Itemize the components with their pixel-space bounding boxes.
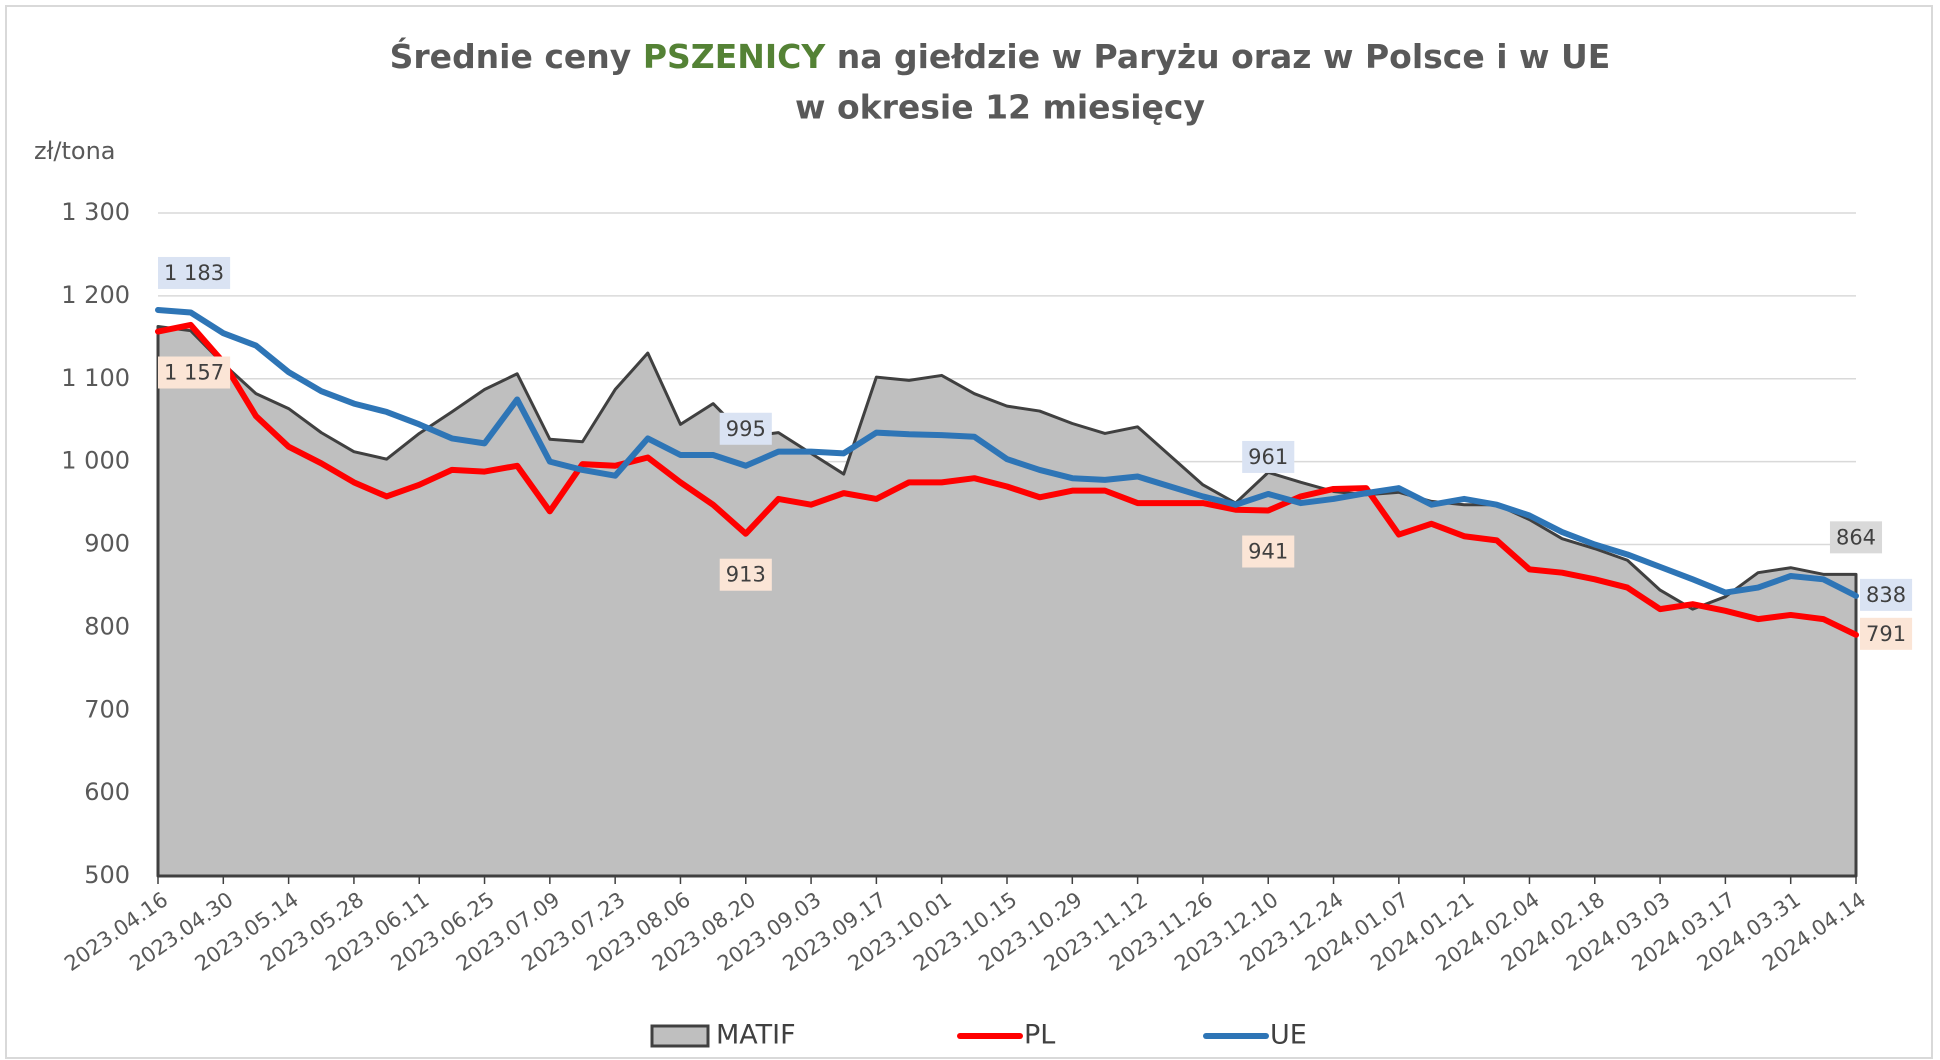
title-highlight: PSZENICY [643, 37, 827, 76]
chart-subtitle: w okresie 12 miesięcy [795, 88, 1205, 127]
legend-label: MATIF [716, 1020, 796, 1051]
data-label-box [1242, 535, 1295, 568]
y-tick-label: 900 [84, 530, 130, 558]
data-label: 961 [1248, 445, 1288, 469]
chart-title: Średnie ceny PSZENICY na giełdzie w Pary… [390, 36, 1611, 76]
y-tick-label: 800 [84, 612, 130, 640]
data-label-box [158, 356, 231, 389]
data-label: 791 [1866, 622, 1906, 646]
y-axis-label: zł/tona [34, 137, 116, 165]
y-tick-label: 500 [84, 861, 130, 889]
y-tick-label: 600 [84, 778, 130, 806]
series-layer [155, 306, 1859, 878]
data-label: 913 [726, 563, 766, 587]
y-tick-label: 1 300 [61, 198, 130, 226]
y-tick-label: 1 000 [61, 447, 130, 475]
data-label-box [719, 558, 772, 591]
data-label: 1 183 [164, 261, 224, 285]
data-label-box [1860, 578, 1913, 611]
legend-label: PL [1024, 1020, 1055, 1051]
y-tick-label: 1 100 [61, 364, 130, 392]
legend-swatch [650, 1024, 710, 1048]
y-tick-label: 700 [84, 695, 130, 723]
data-label: 941 [1248, 540, 1288, 564]
line [155, 306, 1859, 599]
data-label: 1 157 [164, 361, 224, 385]
data-label-box [719, 412, 772, 445]
data-label: 838 [1866, 583, 1906, 607]
label-layer: 864 1 157 913 941 791 1 183 995 961 838 [158, 256, 1913, 650]
data-label-box [1860, 617, 1913, 650]
title-part: Średnie ceny [390, 36, 632, 76]
line [155, 321, 1859, 638]
data-label: 864 [1836, 525, 1876, 549]
data-label-box [1242, 440, 1295, 473]
title-part: na giełdzie w Paryżu oraz w Polsce i w U… [837, 37, 1611, 76]
data-label: 995 [726, 417, 766, 441]
data-label-box [158, 256, 231, 289]
y-tick-label: 1 200 [61, 281, 130, 309]
legend-label: UE [1270, 1020, 1307, 1051]
data-label-box [1829, 521, 1883, 554]
